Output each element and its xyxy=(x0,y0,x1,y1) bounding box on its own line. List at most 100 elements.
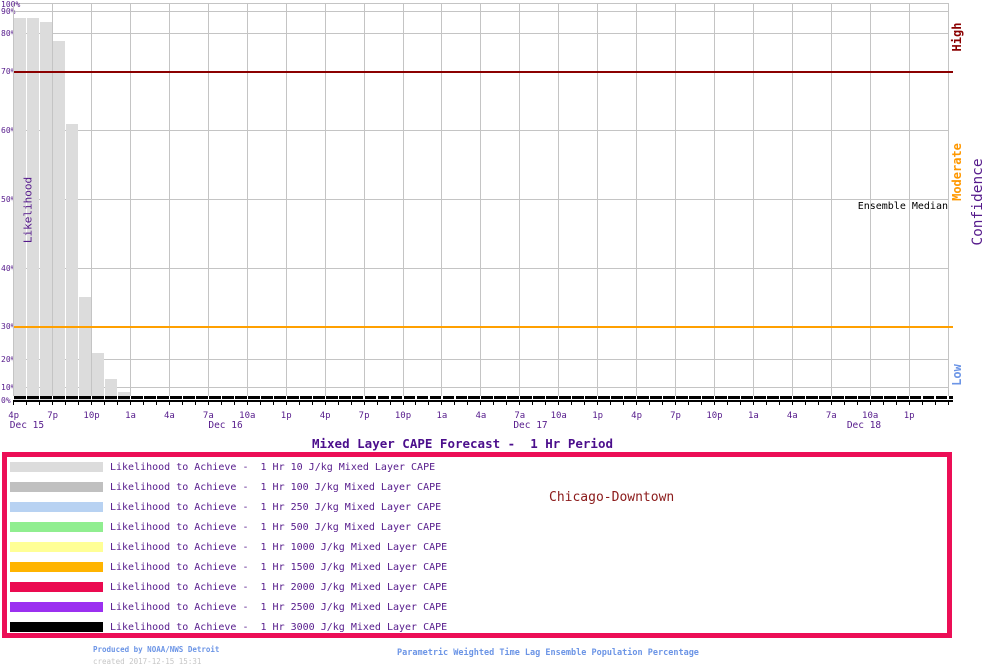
hour-tick-gap xyxy=(934,396,936,399)
hour-tick-gap xyxy=(272,396,274,399)
footer-method-note: Parametric Weighted Time Lag Ensemble Po… xyxy=(397,648,699,658)
y-gridline xyxy=(14,2,949,4)
hour-tick-gap xyxy=(830,396,832,399)
hour-tick-gap xyxy=(90,396,93,399)
hour-tick-mark xyxy=(908,402,910,405)
likelihood-bar xyxy=(40,22,52,400)
x-gridline xyxy=(752,3,754,396)
likelihood-bar xyxy=(27,17,39,400)
x-date-label: Dec 16 xyxy=(208,420,243,431)
hour-tick-gap xyxy=(39,396,41,399)
hour-tick-gap xyxy=(454,396,456,399)
x-tick-label: 1a xyxy=(125,411,136,421)
hour-tick-mark xyxy=(584,402,586,405)
hour-tick-mark xyxy=(181,402,183,405)
y-axis-label: Likelihood xyxy=(21,176,35,244)
x-tick-label: 7a xyxy=(202,411,214,421)
x-date-label: Dec 15 xyxy=(9,420,45,431)
hour-tick-gap xyxy=(908,396,910,399)
hour-tick-gap xyxy=(765,396,767,399)
x-axis-line-lower xyxy=(13,399,953,402)
hour-tick-mark xyxy=(830,402,832,405)
hour-tick-gap xyxy=(804,396,806,399)
low-confidence-threshold xyxy=(14,325,953,328)
x-tick-label: 4a xyxy=(786,411,798,421)
hour-tick-mark xyxy=(78,402,80,405)
hour-tick-gap xyxy=(545,396,547,399)
y-tick-label: 80% xyxy=(1,28,16,38)
hour-tick-mark xyxy=(610,402,612,405)
hour-tick-gap xyxy=(726,396,729,399)
likelihood-bar xyxy=(92,352,104,400)
hour-tick-mark xyxy=(765,402,767,405)
x-gridline xyxy=(830,3,832,396)
x-tick-label: 7p xyxy=(47,411,59,421)
hour-tick-gap xyxy=(817,396,819,399)
x-gridline xyxy=(168,3,170,396)
hour-tick-gap xyxy=(882,396,884,399)
likelihood-bar xyxy=(53,40,65,400)
hour-tick-gap xyxy=(194,396,196,399)
hour-tick-gap xyxy=(571,396,573,399)
hour-tick-mark xyxy=(856,402,858,405)
legend-label: Likelihood to Achieve - 1 Hr 3000 J/kg M… xyxy=(110,621,448,633)
hour-tick-mark xyxy=(233,402,235,405)
y-tick-label: 20% xyxy=(1,354,16,364)
legend-label: Likelihood to Achieve - 1 Hr 1000 J/kg M… xyxy=(110,541,448,553)
x-tick-label: 7p xyxy=(358,411,370,421)
x-tick-label: 1p xyxy=(592,411,604,421)
hour-tick-mark xyxy=(389,402,391,405)
hour-tick-mark xyxy=(506,402,508,405)
x-gridline xyxy=(480,3,482,396)
hour-tick-mark xyxy=(26,402,28,405)
hour-tick-gap xyxy=(168,396,170,399)
y-tick-label: 90% xyxy=(1,6,16,16)
hour-tick-gap xyxy=(311,396,313,399)
hour-tick-mark xyxy=(843,402,845,405)
hour-tick-mark xyxy=(13,402,15,405)
x-tick-label: 4a xyxy=(475,411,487,421)
x-tick-label: 7p xyxy=(670,411,681,421)
hour-tick-mark xyxy=(298,402,300,405)
y-gridline xyxy=(14,32,949,34)
hour-tick-gap xyxy=(921,396,923,399)
hour-tick-gap xyxy=(843,396,845,399)
hour-tick-mark xyxy=(934,402,936,405)
hour-tick-gap xyxy=(181,396,183,399)
hour-tick-mark xyxy=(467,402,469,405)
hour-tick-mark xyxy=(91,402,93,405)
hour-tick-mark xyxy=(739,402,741,405)
hour-tick-gap xyxy=(895,396,897,399)
hour-tick-gap xyxy=(778,396,780,399)
hour-tick-mark xyxy=(921,402,923,405)
hour-tick-mark xyxy=(493,402,495,405)
hour-tick-gap xyxy=(506,396,508,399)
hour-tick-gap xyxy=(661,396,664,399)
hour-tick-gap xyxy=(700,396,703,399)
hour-tick-mark xyxy=(311,402,313,405)
hour-tick-mark xyxy=(597,402,599,405)
x-tick-label: 4p xyxy=(631,411,643,421)
hour-tick-mark xyxy=(259,402,261,405)
hour-tick-mark xyxy=(662,402,664,405)
hour-tick-mark xyxy=(545,402,547,405)
hour-tick-mark xyxy=(65,402,67,405)
chart-title: Mixed Layer CAPE Forecast - 1 Hr Period xyxy=(311,436,614,451)
legend-label: Likelihood to Achieve - 1 Hr 2500 J/kg M… xyxy=(110,601,448,613)
y-tick-label: 60% xyxy=(1,125,16,135)
x-gridline xyxy=(869,3,871,396)
x-gridline xyxy=(129,3,131,396)
legend-box xyxy=(2,452,952,638)
y-gridline xyxy=(14,10,949,12)
hour-tick-gap xyxy=(687,396,690,399)
hour-tick-gap xyxy=(674,396,677,399)
x-gridline xyxy=(324,3,326,396)
hour-tick-mark xyxy=(415,402,417,405)
hour-tick-mark xyxy=(220,402,222,405)
y-tick-label: 0% xyxy=(1,395,11,405)
hour-tick-gap xyxy=(519,396,521,399)
y-gridline xyxy=(14,386,949,388)
x-tick-label: 4p xyxy=(8,411,20,421)
x-gridline xyxy=(91,3,93,396)
x-tick-label: 4a xyxy=(164,411,175,421)
